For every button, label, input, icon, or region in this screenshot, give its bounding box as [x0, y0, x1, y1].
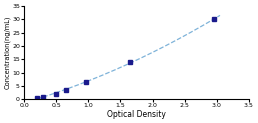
Y-axis label: Concentration(ng/mL): Concentration(ng/mL) — [4, 16, 11, 89]
X-axis label: Optical Density: Optical Density — [107, 110, 166, 119]
